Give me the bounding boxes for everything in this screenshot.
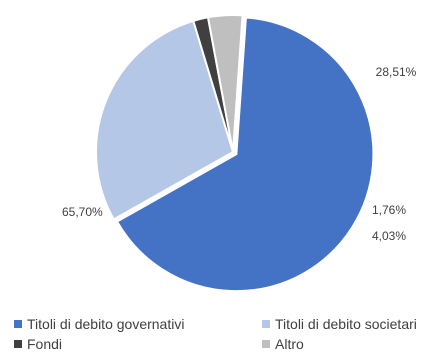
legend-swatch	[14, 320, 22, 328]
legend-item-altro: Altro	[262, 335, 440, 353]
pie-chart: 65,70% 28,51% 1,76% 4,03%	[62, 14, 417, 293]
legend-label: Titoli di debito societari	[275, 316, 417, 332]
legend-swatch	[262, 340, 270, 348]
slice-governativi	[115, 16, 375, 293]
legend-swatch	[14, 340, 22, 348]
label-fondi: 1,76%	[372, 203, 406, 217]
slice-altro	[206, 14, 244, 153]
label-governativi: 65,70%	[62, 205, 103, 219]
legend-item-governativi: Titoli di debito governativi	[14, 315, 262, 333]
legend-swatch	[262, 320, 270, 328]
label-societari: 28,51%	[376, 65, 417, 79]
slice-societari	[95, 19, 235, 221]
legend-label: Titoli di debito governativi	[27, 316, 185, 332]
legend-label: Fondi	[27, 336, 63, 352]
legend-label: Altro	[275, 336, 304, 352]
legend-item-societari: Titoli di debito societari	[262, 315, 440, 333]
legend: Titoli di debito governativi Titoli di d…	[14, 315, 440, 353]
legend-item-fondi: Fondi	[14, 335, 262, 353]
label-altro: 4,03%	[372, 229, 406, 243]
